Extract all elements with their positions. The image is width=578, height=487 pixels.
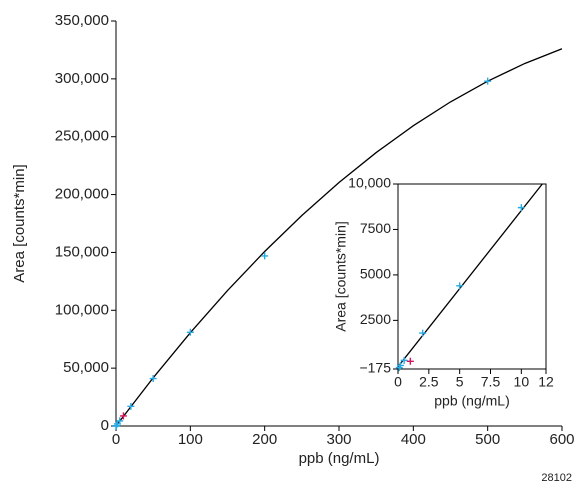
y-tick-label: 350,000 (55, 12, 109, 29)
y-tick-label: 7500 (360, 220, 391, 236)
y-axis-label: Area [counts*min] (333, 221, 349, 332)
x-tick-label: 12 (538, 374, 554, 390)
x-tick-label: 600 (549, 431, 574, 448)
x-tick-label: 10 (514, 374, 530, 390)
x-tick-label: 400 (401, 431, 426, 448)
plot: 0 100 200 300 400 500 600050,000100,000150,000… (11, 12, 575, 467)
data-point (127, 402, 135, 410)
x-tick-label: 0 (394, 374, 402, 390)
y-tick-label: 5000 (360, 266, 391, 282)
x-tick-label: 7.5 (481, 374, 501, 390)
data-point (186, 328, 194, 336)
data-point (484, 77, 492, 85)
data-point (261, 252, 269, 260)
y-tick-label: 100,000 (55, 301, 109, 318)
data-point (400, 356, 408, 364)
x-tick-label: 2.5 (419, 374, 439, 390)
y-tick-label: 2500 (360, 311, 391, 327)
y-tick-label: 0 (101, 417, 109, 434)
x-axis-label: ppb (ng/mL) (299, 450, 380, 467)
y-tick-label: 50,000 (63, 359, 109, 376)
x-tick-label: 500 (475, 431, 500, 448)
x-axis-label: ppb (ng/mL) (434, 393, 509, 409)
data-point (419, 329, 427, 337)
data-point (119, 412, 127, 420)
y-tick-label: 200,000 (55, 186, 109, 203)
x-tick-label: 0 (112, 431, 120, 448)
y-tick-label: 10,000 (348, 175, 391, 191)
y-tick-label: 300,000 (55, 70, 109, 87)
y-axis-label: Area [counts*min] (11, 164, 28, 282)
y-tick-label: 250,000 (55, 128, 109, 145)
x-tick-label: 300 (326, 431, 351, 448)
data-point (149, 375, 157, 383)
y-tick-label: −175 (359, 360, 391, 376)
data-point (406, 357, 414, 365)
data-point (396, 361, 404, 369)
x-tick-label: 200 (252, 431, 277, 448)
figure-id: 28102 (541, 472, 572, 484)
plot: 0 2.5 5 7.5 10 12 −175 2500 5000 7500 10,000 ppb (n… (333, 175, 554, 409)
x-tick-label: 100 (178, 431, 203, 448)
data-point (456, 282, 464, 290)
plot-frame (397, 183, 547, 370)
y-tick-label: 150,000 (55, 243, 109, 260)
x-tick-label: 5 (456, 374, 464, 390)
data-point (517, 204, 525, 212)
data-point (116, 417, 124, 425)
